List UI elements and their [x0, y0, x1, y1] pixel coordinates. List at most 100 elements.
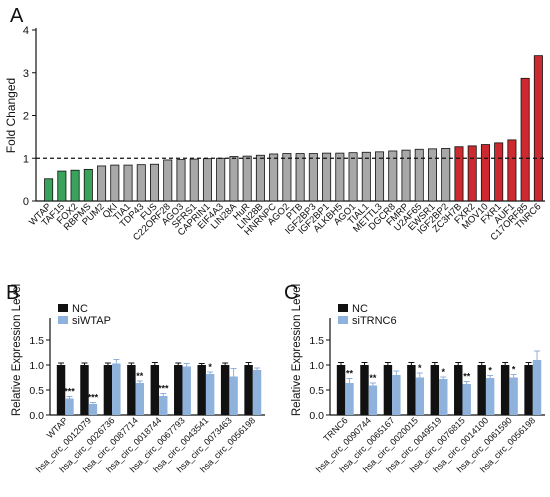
- y-tick-label: 0.0: [309, 410, 324, 422]
- bar: [430, 365, 440, 415]
- panel-a-y-tick-label: 0: [23, 196, 29, 208]
- panel-a-bar: [216, 157, 226, 202]
- bar: [392, 375, 401, 415]
- panel-a-y-axis-label: Fold Changed: [4, 78, 18, 153]
- significance-label: *: [512, 365, 516, 375]
- panel-a-bar: [44, 178, 54, 202]
- bar: [159, 396, 168, 415]
- bar: [500, 365, 510, 415]
- panel-a-bar: [176, 159, 186, 202]
- panel-a-bar: [70, 169, 80, 202]
- y-tick-label: 1.0: [29, 360, 44, 372]
- bar: [127, 365, 136, 415]
- bar: [229, 376, 238, 415]
- panel-a-bar: [507, 139, 517, 202]
- panel-a-bar: [83, 168, 93, 202]
- panel-a-bar: [335, 152, 345, 202]
- legend-swatch: [338, 304, 348, 312]
- y-tick-label: 1.5: [29, 335, 44, 347]
- panel-a-bar: [348, 152, 358, 202]
- panel-a-bar: [295, 153, 305, 202]
- y-tick-label: 0.5: [309, 385, 324, 397]
- panel-a-bar: [414, 148, 424, 202]
- bar: [485, 378, 495, 415]
- panel-a-y-tick-label: 3: [23, 68, 29, 80]
- significance-label: *: [488, 366, 492, 376]
- bar: [524, 365, 533, 415]
- bar: [244, 365, 253, 415]
- bar: [56, 365, 66, 415]
- panel-a-bar: [282, 153, 292, 202]
- panel-letter: C: [284, 282, 298, 304]
- bar: [103, 365, 113, 415]
- bar: [174, 365, 183, 415]
- significance-label: *: [441, 367, 445, 377]
- panel-a-bar: [533, 55, 543, 202]
- panel-a-bar: [480, 144, 490, 202]
- bar: [383, 365, 393, 415]
- legend-swatch: [58, 316, 68, 324]
- panel-a-bar: [467, 145, 477, 202]
- bar: [462, 384, 471, 415]
- legend-label: siTRNC6: [352, 315, 397, 327]
- significance-label: **: [136, 371, 144, 381]
- panel-a-y-tick-label: 2: [23, 111, 29, 123]
- bar: [360, 365, 369, 415]
- panel-a-bar: [494, 142, 504, 202]
- panel-a-bar: [202, 158, 212, 202]
- panel-a-bar: [269, 153, 279, 202]
- panel-letter: B: [6, 282, 19, 304]
- legend-label: NC: [72, 303, 88, 315]
- y-tick-label: 0.0: [29, 410, 44, 422]
- panel-a-bar: [255, 154, 265, 202]
- bar: [532, 360, 542, 415]
- bar: [197, 365, 206, 415]
- panel-a-bar: [322, 152, 332, 202]
- y-tick-label: 0.5: [29, 385, 44, 397]
- bar: [220, 365, 230, 415]
- panel-a-bar: [110, 164, 120, 202]
- significance-label: **: [346, 369, 354, 379]
- bar: [415, 377, 425, 415]
- panel-a-letter: A: [10, 5, 24, 27]
- bar: [205, 374, 215, 415]
- significance-label: ***: [88, 393, 99, 403]
- significance-label: ***: [64, 387, 75, 397]
- legend-swatch: [58, 304, 68, 312]
- bar: [135, 383, 145, 415]
- bar: [345, 383, 354, 415]
- y-axis-label: Relative Expression Level: [11, 284, 23, 416]
- panel-a-bar: [401, 149, 411, 202]
- panel-a-bar: [97, 165, 107, 202]
- bar: [182, 366, 191, 415]
- bar: [150, 365, 160, 415]
- bar: [439, 379, 448, 415]
- significance-label: **: [463, 372, 471, 382]
- bar: [336, 365, 346, 415]
- panel-a-bar: [520, 77, 530, 202]
- panel-a-bar: [189, 158, 199, 202]
- legend-swatch: [338, 316, 348, 324]
- panel-a-bar: [375, 151, 385, 202]
- panel-a-y-tick-label: 1: [23, 153, 29, 165]
- panel-a-bar: [242, 155, 252, 202]
- significance-label: *: [208, 362, 212, 372]
- bar: [112, 363, 121, 415]
- bar: [509, 377, 518, 415]
- panel-a-bar: [163, 159, 173, 202]
- y-tick-label: 1.0: [309, 360, 324, 372]
- panel-a-bar: [150, 163, 160, 202]
- y-tick-label: 1.5: [309, 335, 324, 347]
- significance-label: *: [418, 363, 422, 373]
- significance-label: **: [369, 373, 377, 383]
- bar: [407, 365, 416, 415]
- significance-label: ***: [158, 384, 169, 394]
- legend-label: siWTAP: [72, 315, 111, 327]
- panel-a-bar: [57, 170, 67, 202]
- panel-a-bar: [454, 146, 464, 202]
- panel-a-bar: [229, 156, 239, 202]
